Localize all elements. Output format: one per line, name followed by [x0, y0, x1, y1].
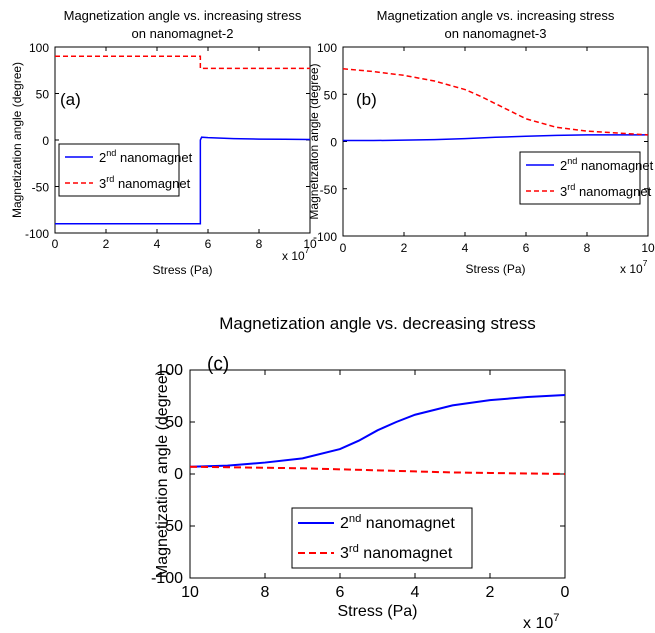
plot-area-frame	[342, 46, 649, 237]
legend-entry-rest: nanomagnet	[116, 150, 192, 165]
x-axis-multiplier-base: x 10	[523, 615, 553, 632]
legend-entry-rest: nanomagnet	[114, 176, 190, 191]
x-tick-label: 0	[52, 237, 59, 251]
chart-panel-b: Magnetization angle vs. increasing stres…	[307, 8, 655, 276]
x-axis-label: Stress (Pa)	[152, 263, 212, 277]
x-tick-label: 0	[561, 584, 570, 601]
x-axis-label: Stress (Pa)	[465, 262, 525, 276]
legend-entry-suffix: nd	[106, 148, 116, 158]
x-tick-label: 8	[261, 584, 270, 601]
legend-entry-number: 3	[99, 176, 106, 191]
x-axis-multiplier-exponent: 7	[305, 245, 310, 255]
legend-entry-number: 3	[340, 545, 349, 562]
x-axis-multiplier-exponent: 7	[553, 612, 559, 624]
legend-entry-number: 2	[99, 150, 106, 165]
plot-area-frame	[54, 46, 311, 234]
legend-entry-number: 2	[340, 515, 349, 532]
x-tick-label: 4	[462, 241, 469, 255]
chart-title: Magnetization angle vs. increasing stres…	[64, 8, 302, 23]
panel-label: (b)	[356, 90, 377, 109]
x-tick-label: 10	[303, 237, 317, 251]
legend-entry-suffix: nd	[567, 156, 577, 166]
chart-panel-a: Magnetization angle vs. increasing stres…	[10, 8, 317, 277]
y-tick-label: 0	[330, 136, 337, 150]
series-line-second-nanomagnet	[343, 134, 648, 142]
x-tick-label: 0	[340, 241, 347, 255]
x-tick-label: 6	[523, 241, 530, 255]
x-axis-multiplier: x 107	[282, 245, 310, 263]
x-axis-multiplier: x 107	[620, 258, 648, 276]
legend-entry-suffix: nd	[349, 513, 361, 525]
legend-frame	[519, 151, 641, 205]
x-axis-label: Stress (Pa)	[337, 603, 417, 620]
x-tick-label: 2	[401, 241, 408, 255]
series-line-third-nanomagnet	[343, 67, 648, 136]
legend-entry-suffix: rd	[567, 182, 575, 192]
legend-frame	[58, 143, 180, 197]
legend-entry-rest: nanomagnet	[361, 515, 455, 532]
x-axis-multiplier-exponent: 7	[643, 258, 648, 268]
series-line-third-nanomagnet	[55, 55, 310, 70]
y-tick-label: 100	[29, 41, 49, 55]
x-axis-multiplier: x 107	[523, 612, 559, 632]
chart-panel-c: Magnetization angle vs. decreasing stres…	[151, 314, 570, 632]
panel-label: (a)	[60, 90, 81, 109]
legend-entry-text: 2nd nanomagnet	[340, 513, 455, 532]
legend-entry-number: 3	[560, 184, 567, 199]
chart-title: on nanomagnet-2	[132, 26, 234, 41]
series-line-second-nanomagnet	[55, 136, 310, 225]
legend-entry-rest: nanomagnet	[575, 184, 651, 199]
x-tick-label: 10	[181, 584, 199, 601]
y-tick-label: 0	[174, 466, 183, 483]
y-tick-label: 100	[317, 41, 337, 55]
legend-entry-text: 3rd nanomagnet	[99, 174, 191, 191]
y-tick-label: -50	[160, 518, 183, 535]
x-tick-label: 6	[205, 237, 212, 251]
panel-label: (c)	[207, 354, 229, 375]
y-tick-label: -50	[320, 183, 338, 197]
chart-title: Magnetization angle vs. decreasing stres…	[219, 314, 536, 333]
y-axis-label: Magnetization angle (degree)	[154, 370, 171, 578]
x-tick-label: 2	[486, 584, 495, 601]
series-line-third-nanomagnet	[190, 465, 565, 475]
series-line-second-nanomagnet	[190, 393, 565, 468]
x-axis-multiplier-base: x 10	[620, 262, 643, 276]
legend-entry-rest: nanomagnet	[359, 545, 453, 562]
legend-frame	[291, 507, 473, 569]
legend-entry-suffix: rd	[106, 174, 114, 184]
x-tick-label: 6	[336, 584, 345, 601]
y-tick-label: -50	[32, 181, 50, 195]
y-tick-label: 0	[42, 134, 49, 148]
legend-entry-text: 2nd nanomagnet	[560, 156, 654, 173]
x-tick-label: 4	[411, 584, 420, 601]
y-axis-label: Magnetization angle (degree)	[10, 62, 24, 218]
legend-entry-text: 3rd nanomagnet	[560, 182, 652, 199]
x-tick-label: 10	[641, 241, 655, 255]
legend-entry-suffix: rd	[349, 543, 359, 555]
y-tick-label: -100	[25, 227, 49, 241]
legend-entry-text: 2nd nanomagnet	[99, 148, 193, 165]
chart-title: on nanomagnet-3	[445, 26, 547, 41]
chart-title: Magnetization angle vs. increasing stres…	[377, 8, 615, 23]
x-tick-label: 8	[584, 241, 591, 255]
legend-entry-number: 2	[560, 158, 567, 173]
x-tick-label: 2	[103, 237, 110, 251]
y-tick-label: -100	[313, 230, 337, 244]
legend-entry-rest: nanomagnet	[577, 158, 653, 173]
legend-entry-text: 3rd nanomagnet	[340, 543, 453, 562]
x-axis-multiplier-base: x 10	[282, 249, 305, 263]
y-axis-label: Magnetization angle (degree)	[307, 63, 321, 219]
y-tick-label: 100	[156, 362, 183, 379]
y-tick-label: -100	[151, 570, 183, 587]
x-tick-label: 4	[154, 237, 161, 251]
y-tick-label: 50	[324, 88, 338, 102]
y-tick-label: 50	[36, 88, 50, 102]
x-tick-label: 8	[256, 237, 263, 251]
y-tick-label: 50	[165, 414, 183, 431]
